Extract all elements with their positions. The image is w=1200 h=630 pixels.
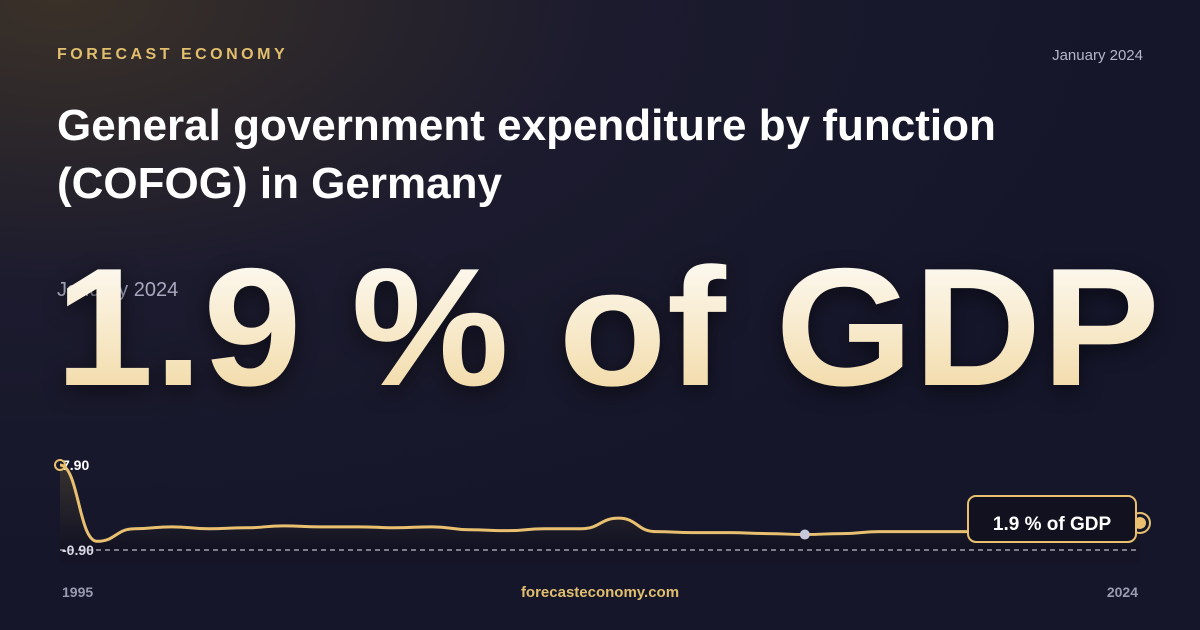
start-point — [54, 459, 66, 471]
headline: 1.9 % of GDP — [55, 233, 1160, 421]
line — [59, 463, 1141, 543]
title-line: General government expenditure by functi… — [57, 101, 996, 150]
marker-point — [799, 529, 810, 540]
site: forecasteconomy.com — [521, 584, 679, 601]
value-label: 1.9 % of GDP — [993, 514, 1112, 535]
x-tick-label: 2024 — [1107, 584, 1138, 600]
plot-area — [60, 550, 1140, 564]
brand: FORECAST ECONOMY — [57, 46, 288, 63]
y-tick-label: -0.90 — [62, 542, 94, 558]
y-tick-label: 7.90 — [62, 457, 89, 473]
title-line: (COFOG) in Germany — [57, 159, 502, 208]
date: January 2024 — [1052, 47, 1143, 64]
value-callout — [967, 494, 1137, 543]
x-tick-label: 1995 — [62, 584, 93, 600]
area — [60, 465, 1140, 550]
date: January 2024 — [57, 279, 178, 301]
